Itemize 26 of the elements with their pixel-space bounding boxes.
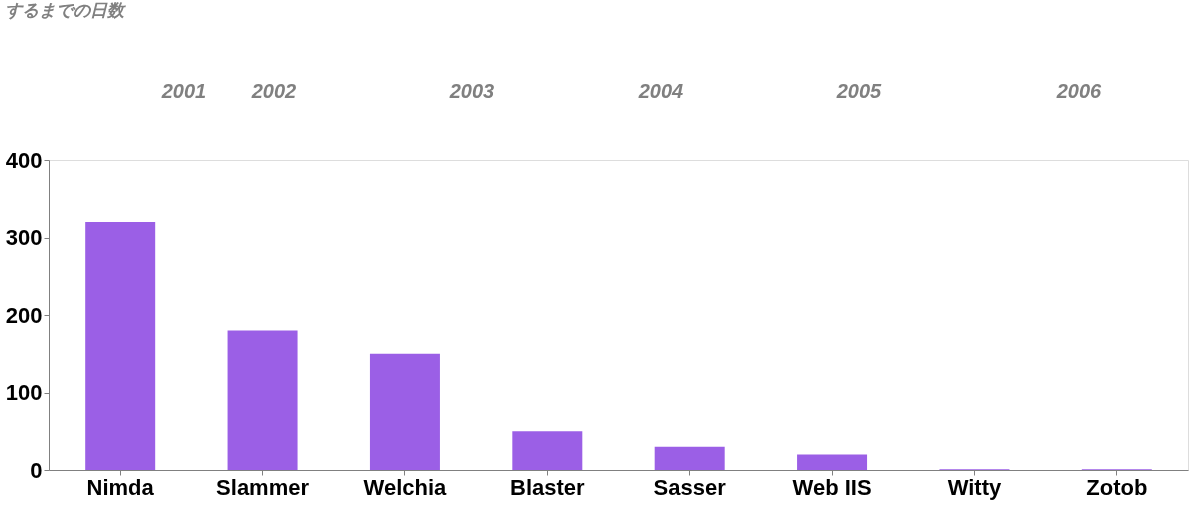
x-tick-label: Blaster: [510, 474, 586, 500]
y-tick-label: 400: [5, 147, 43, 173]
x-tick-label: Slammer: [216, 474, 310, 500]
x-tick-label: Welchia: [363, 474, 448, 500]
y-tick-label: 300: [5, 225, 43, 250]
text: 2005: [835, 80, 883, 102]
y-tick-label: 0: [30, 457, 43, 483]
bar: [369, 353, 440, 470]
text: 2001: [160, 80, 207, 102]
x-tick-label: Nimda: [86, 474, 155, 500]
x-tick-label: Zotob: [1086, 474, 1148, 500]
bar: [797, 454, 868, 470]
y-tick-label: 100: [5, 380, 43, 405]
x-tick-label: Witty: [947, 474, 1002, 500]
bar: [85, 222, 156, 470]
bar: [654, 446, 725, 470]
text: 2006: [1055, 80, 1103, 102]
x-tick-label: Sasser: [653, 474, 727, 500]
text: 2002: [250, 80, 297, 102]
bar: [227, 330, 298, 470]
x-tick-label: Web IIS: [792, 474, 872, 500]
y-tick-label: 200: [5, 302, 43, 328]
text: 2003: [448, 80, 495, 102]
chart-title: するまでの日数: [5, 0, 127, 20]
text: 2004: [637, 80, 684, 102]
bar: [512, 431, 583, 470]
